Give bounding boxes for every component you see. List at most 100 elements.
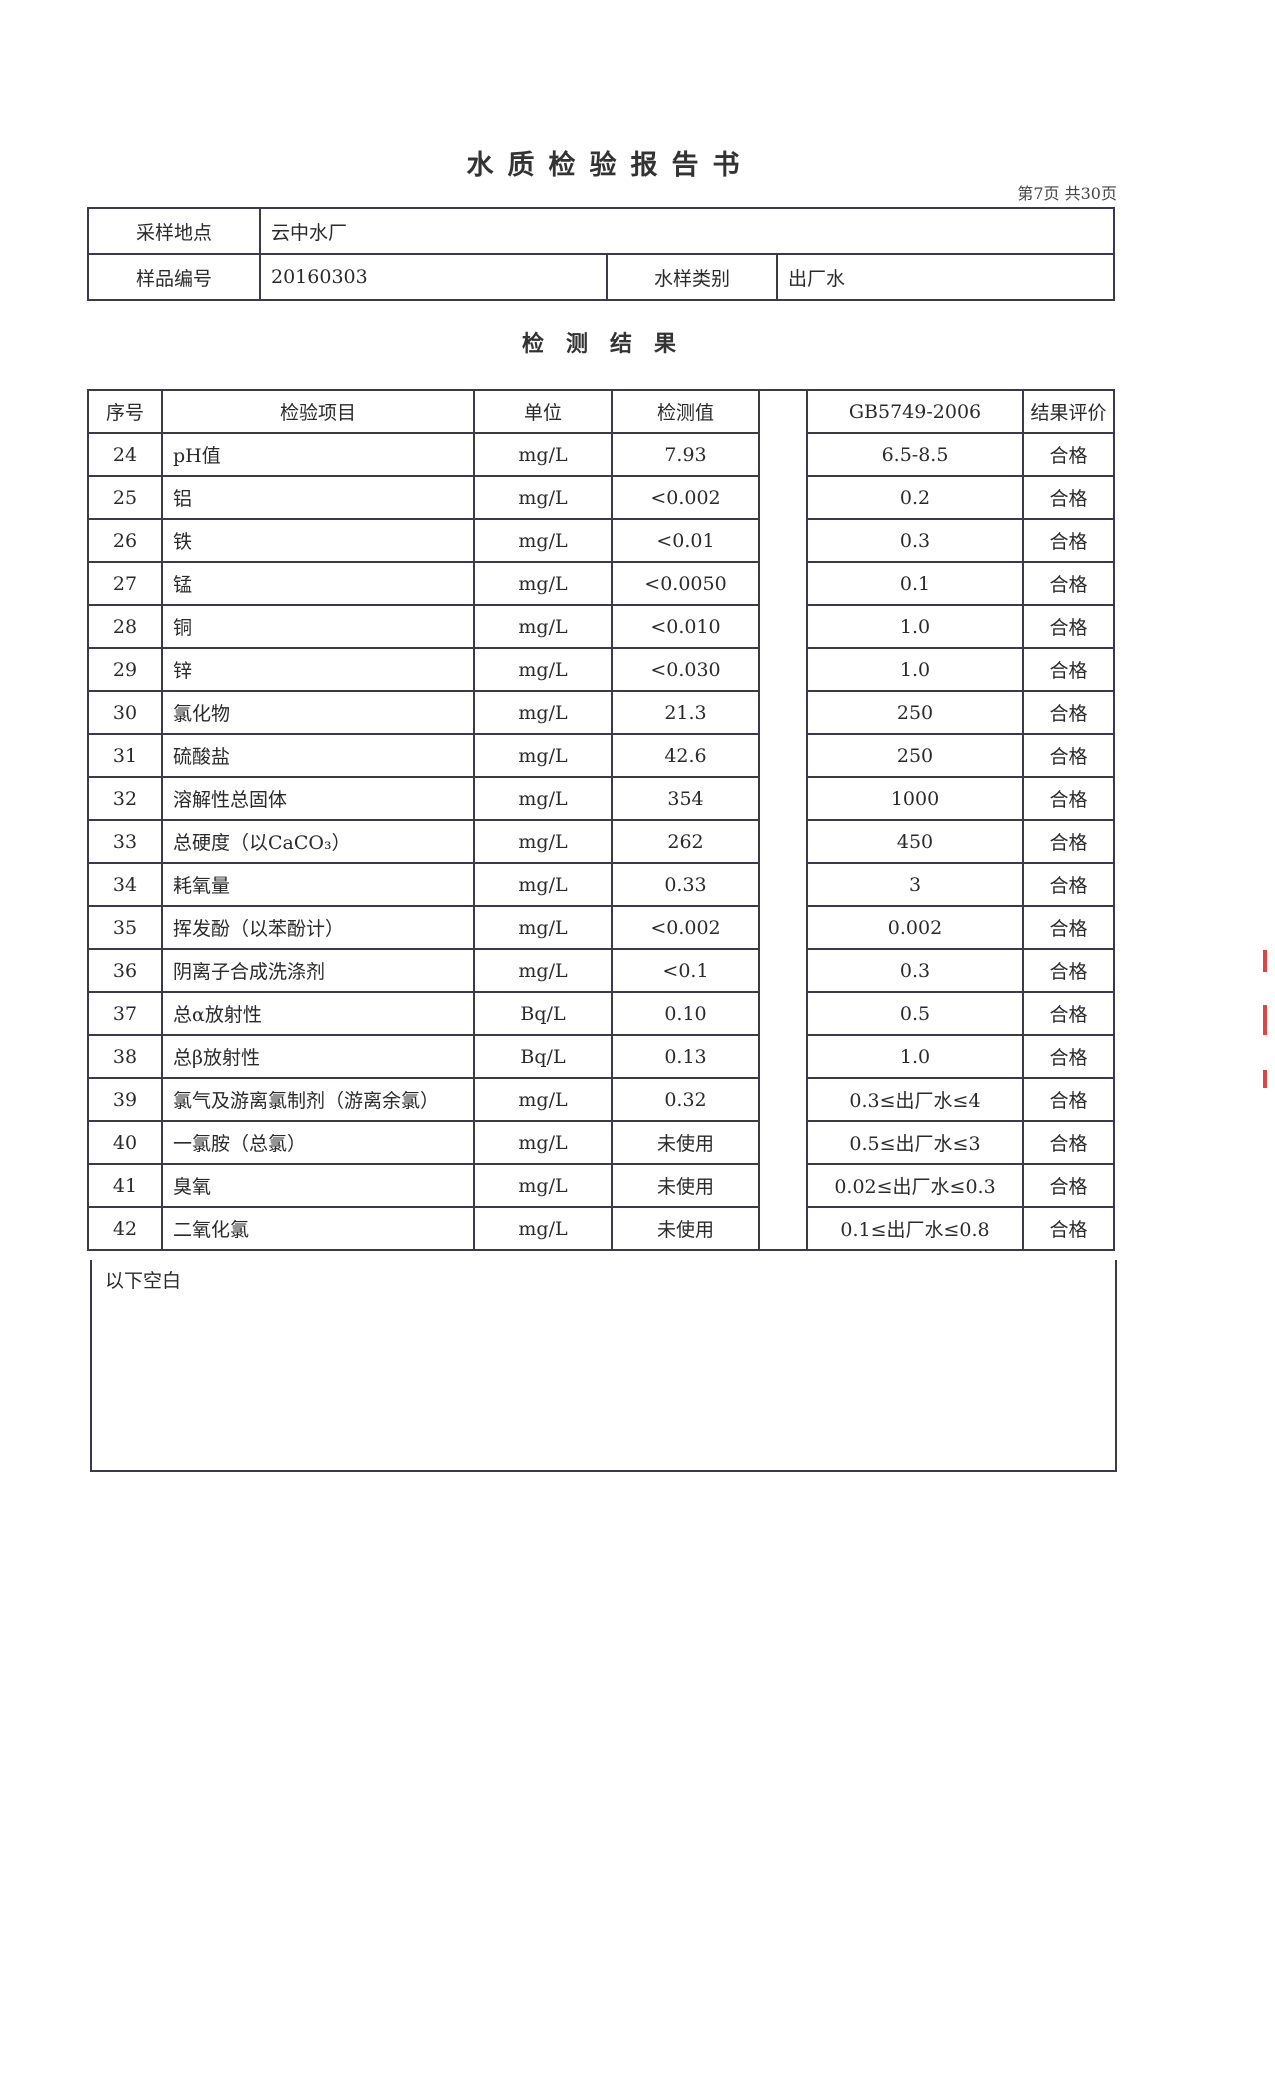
item-cell: 耗氧量 [161,862,475,907]
unit-cell: mg/L [473,604,613,649]
standard-cell: 1.0 [806,1034,1024,1079]
item-cell: 挥发酚（以苯酚计） [161,905,475,950]
value-cell: 42.6 [611,733,760,778]
seq-cell: 36 [87,948,163,993]
item-cell: 硫酸盐 [161,733,475,778]
value-cell: 262 [611,819,760,864]
seq-cell: 28 [87,604,163,649]
standard-cell: 250 [806,690,1024,735]
item-cell: 铜 [161,604,475,649]
seq-cell: 26 [87,518,163,563]
column-gap [758,734,808,777]
standard-cell: 0.3 [806,518,1024,563]
result-cell: 合格 [1022,561,1115,606]
result-cell: 合格 [1022,1206,1115,1251]
seq-cell: 24 [87,432,163,477]
table-row: 24 pH值 mg/L 7.93 6.5-8.5 合格 [87,432,1115,477]
value-cell: 未使用 [611,1120,760,1165]
value-cell: 0.10 [611,991,760,1036]
unit-cell: mg/L [473,475,613,520]
standard-cell: 0.5 [806,991,1024,1036]
table-row: 31 硫酸盐 mg/L 42.6 250 合格 [87,733,1115,778]
seq-cell: 39 [87,1077,163,1122]
result-cell: 合格 [1022,1077,1115,1122]
seq-cell: 30 [87,690,163,735]
seq-cell: 38 [87,1034,163,1079]
unit-cell: mg/L [473,733,613,778]
item-cell: 二氧化氯 [161,1206,475,1251]
item-cell: 总β放射性 [161,1034,475,1079]
table-row: 42 二氧化氯 mg/L 未使用 0.1≤出厂水≤0.8 合格 [87,1206,1115,1251]
item-cell: 氯气及游离氯制剂（游离余氯） [161,1077,475,1122]
table-row: 39 氯气及游离氯制剂（游离余氯） mg/L 0.32 0.3≤出厂水≤4 合格 [87,1077,1115,1122]
value-cell: <0.002 [611,475,760,520]
standard-cell: 0.02≤出厂水≤0.3 [806,1163,1024,1208]
item-cell: 锰 [161,561,475,606]
item-cell: 检验项目 [161,389,475,434]
unit-cell: mg/L [473,518,613,563]
result-cell: 合格 [1022,991,1115,1036]
standard-cell: 1.0 [806,647,1024,692]
result-cell: 合格 [1022,1163,1115,1208]
unit-cell: Bq/L [473,1034,613,1079]
value-cell: 0.13 [611,1034,760,1079]
unit-cell: mg/L [473,1120,613,1165]
seq-cell: 41 [87,1163,163,1208]
item-cell: 总硬度（以CaCO₃） [161,819,475,864]
item-cell: 一氯胺（总氯） [161,1120,475,1165]
column-gap [758,949,808,992]
value-cell: <0.01 [611,518,760,563]
unit-cell: mg/L [473,948,613,993]
table-row: 28 铜 mg/L <0.010 1.0 合格 [87,604,1115,649]
type-value: 出厂水 [776,253,1115,301]
unit-cell: mg/L [473,1206,613,1251]
table-row: 36 阴离子合成洗涤剂 mg/L <0.1 0.3 合格 [87,948,1115,993]
table-row: 32 溶解性总固体 mg/L 354 1000 合格 [87,776,1115,821]
unit-cell: mg/L [473,1077,613,1122]
result-cell: 合格 [1022,475,1115,520]
standard-cell: 0.1≤出厂水≤0.8 [806,1206,1024,1251]
item-cell: 铝 [161,475,475,520]
item-cell: 阴离子合成洗涤剂 [161,948,475,993]
table-row: 34 耗氧量 mg/L 0.33 3 合格 [87,862,1115,907]
column-gap [758,691,808,734]
column-gap [758,1121,808,1164]
column-gap [758,648,808,691]
table-row: 37 总α放射性 Bq/L 0.10 0.5 合格 [87,991,1115,1036]
column-gap [758,863,808,906]
result-cell: 合格 [1022,518,1115,563]
table-row: 25 铝 mg/L <0.002 0.2 合格 [87,475,1115,520]
result-cell: 合格 [1022,733,1115,778]
report-title: 水质检验报告书 [466,150,754,181]
unit-cell: mg/L [473,819,613,864]
result-cell: 合格 [1022,862,1115,907]
unit-cell: 单位 [473,389,613,434]
unit-cell: mg/L [473,690,613,735]
value-cell: <0.002 [611,905,760,950]
unit-cell: mg/L [473,862,613,907]
table-row: 30 氯化物 mg/L 21.3 250 合格 [87,690,1115,735]
table-row: 26 铁 mg/L <0.01 0.3 合格 [87,518,1115,563]
table-row: 35 挥发酚（以苯酚计） mg/L <0.002 0.002 合格 [87,905,1115,950]
standard-cell: 0.3≤出厂水≤4 [806,1077,1024,1122]
standard-cell: 6.5-8.5 [806,432,1024,477]
value-cell: 未使用 [611,1206,760,1251]
column-gap [758,476,808,519]
table-row: 29 锌 mg/L <0.030 1.0 合格 [87,647,1115,692]
value-cell: 7.93 [611,432,760,477]
header-row: 序号 检验项目 单位 检测值 GB5749-2006 结果评价 [87,389,1115,434]
column-gap [758,1207,808,1251]
unit-cell: Bq/L [473,991,613,1036]
value-cell: <0.010 [611,604,760,649]
page-number: 第7页 共30页 [1017,184,1117,203]
seq-cell: 29 [87,647,163,692]
column-gap [758,820,808,863]
unit-cell: mg/L [473,432,613,477]
section-title: 检测结果 [521,331,698,357]
column-gap [758,1164,808,1207]
location-value: 云中水厂 [259,207,1115,255]
value-cell: 0.33 [611,862,760,907]
unit-cell: mg/L [473,647,613,692]
stamp-edge-mark [1263,1005,1267,1035]
item-cell: 锌 [161,647,475,692]
